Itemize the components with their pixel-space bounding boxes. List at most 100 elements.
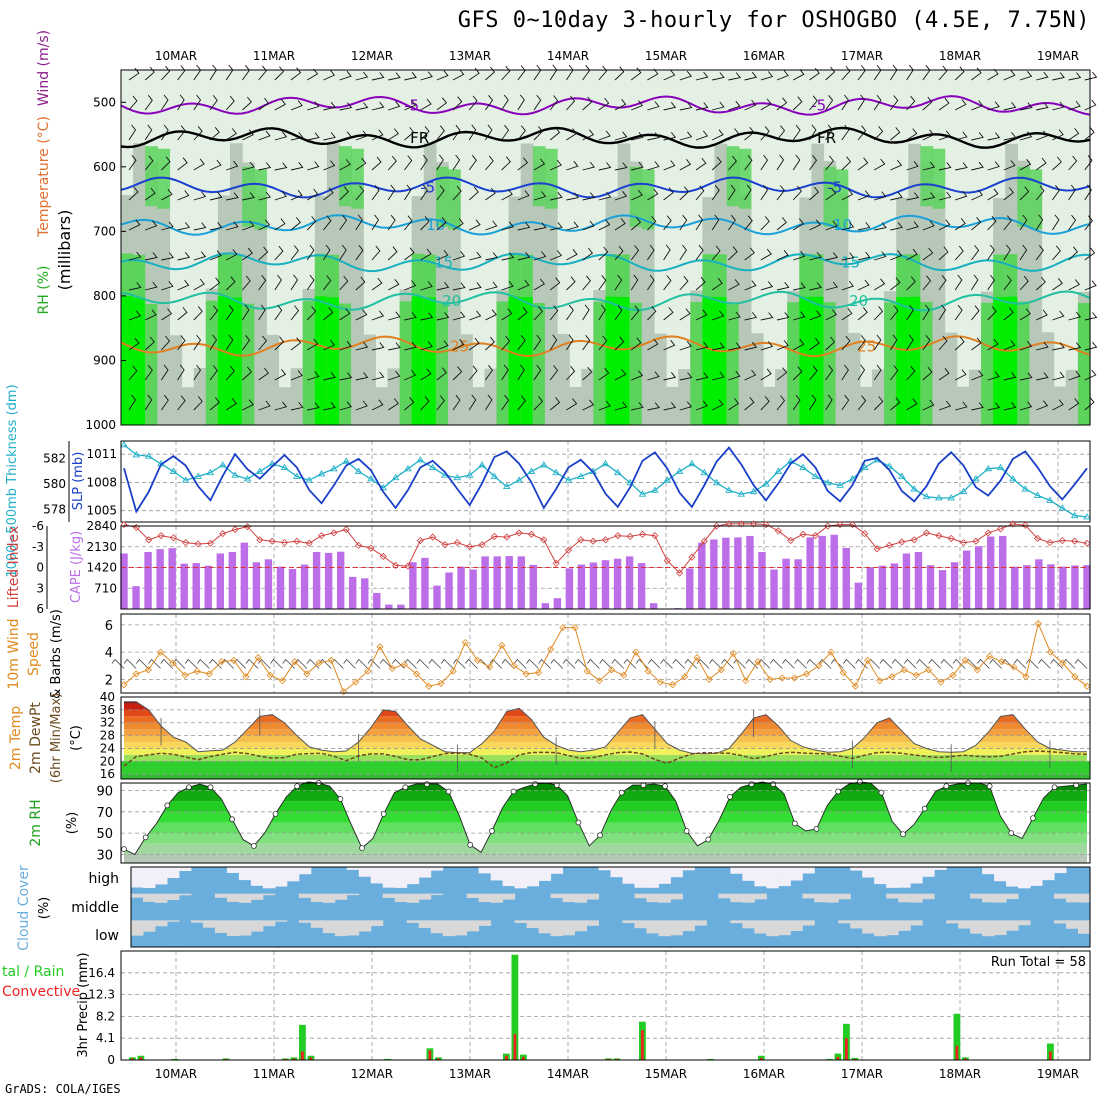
thickness-point — [120, 440, 128, 448]
wind-barb — [274, 99, 286, 111]
wind-barb — [873, 158, 886, 171]
temp-tick: 28 — [100, 729, 115, 743]
lifted-point — [280, 539, 289, 547]
wind-barb-10m — [489, 658, 503, 669]
lifted-point — [861, 530, 869, 538]
wind-barb-10m — [1050, 658, 1063, 669]
rh-shade-mid — [387, 368, 401, 425]
wind-barb — [1068, 72, 1082, 81]
cloud-empty-block — [142, 867, 156, 889]
rh-upper-plume — [920, 146, 934, 207]
wind-barb — [1019, 308, 1031, 321]
cloud-empty-block — [742, 893, 755, 903]
thickness-point — [836, 481, 844, 488]
wind-barb — [695, 102, 709, 111]
thickness-point — [712, 478, 721, 486]
wind-barb — [566, 398, 578, 411]
wind-barb — [614, 218, 626, 231]
wind-barb — [776, 367, 788, 381]
rh-point — [229, 816, 236, 823]
wind-barb — [971, 337, 982, 351]
wind-barb — [274, 218, 286, 231]
rh-axis-title-2: (%) — [65, 812, 80, 835]
rh-line — [123, 781, 1088, 856]
wind-barb — [695, 157, 707, 171]
wind-barb — [452, 311, 466, 321]
cape-bar — [252, 562, 261, 609]
cloud-empty-block — [670, 893, 683, 900]
thickness-point — [1070, 511, 1079, 519]
rh-upper-plume — [448, 169, 461, 230]
wind-barb — [274, 304, 283, 321]
bottom-date-label: 18MAR — [939, 1067, 981, 1081]
wind-barb-10m — [1025, 658, 1039, 669]
precip-convective-bar — [836, 1056, 840, 1060]
pressure-tick: 800 — [93, 289, 116, 303]
wind-barb — [161, 94, 169, 111]
wind-barb — [468, 124, 477, 141]
wind-barb — [874, 222, 887, 231]
rh-shade-mid — [944, 332, 958, 425]
wind-barb-10m — [197, 658, 210, 669]
wind-barb — [663, 402, 677, 411]
rh-shade-mid — [859, 386, 873, 425]
wind-barb — [307, 161, 320, 171]
wind-barb — [485, 124, 493, 141]
cloud-empty-block — [634, 893, 647, 899]
upper-air-legend-2: Wind (m/s) — [36, 30, 52, 106]
rh-point — [727, 794, 733, 800]
wind-barb-10m — [904, 658, 917, 669]
cloud-empty-block — [1042, 867, 1055, 881]
wind-barb — [1068, 370, 1081, 381]
rh-shade-mid — [375, 387, 389, 425]
wind-barb — [420, 216, 430, 231]
wind-barb — [728, 184, 736, 201]
wind-speed-point — [315, 659, 323, 667]
rh-shade-mid — [193, 367, 207, 425]
temp-line — [124, 701, 1087, 755]
temp-tick: 20 — [100, 754, 115, 768]
wind-barb — [1035, 245, 1044, 261]
wind-barb — [647, 274, 655, 291]
rh-tick: 90 — [96, 784, 113, 799]
wind-barb — [679, 102, 693, 111]
wind-barb — [679, 372, 693, 381]
lifted-point — [552, 559, 560, 567]
wind-barb — [954, 336, 965, 351]
precip-convective-bar — [513, 1033, 517, 1060]
rh-shade-green — [496, 301, 510, 425]
rh-shade-green — [629, 302, 643, 425]
wind-barb — [776, 154, 785, 171]
wind-barb-10m — [611, 658, 625, 669]
cloud-empty-block — [730, 893, 743, 903]
bottom-date-label: 15MAR — [645, 1067, 687, 1081]
wind-barb — [841, 124, 850, 141]
wind-barb-10m — [782, 658, 795, 669]
lifted-point — [478, 541, 486, 549]
wind-barb — [161, 394, 169, 411]
cape-bar — [445, 572, 453, 609]
cape-bar — [577, 564, 586, 609]
wind-speed-point — [266, 671, 274, 679]
wind-barb — [954, 99, 967, 111]
wind-barb — [517, 190, 530, 201]
cloud-empty-block — [886, 893, 899, 899]
wind-barb — [355, 214, 363, 231]
wind-barb — [306, 306, 317, 321]
wind-barb-10m — [672, 658, 686, 669]
wind-barb — [760, 154, 769, 171]
wind-barb — [128, 394, 137, 411]
wind-speed-point — [644, 667, 652, 675]
cape-bar — [397, 604, 405, 609]
wind-barb — [906, 248, 918, 261]
wind-barb-10m — [465, 658, 478, 669]
wind-barb — [809, 95, 818, 111]
rh-shade-mid — [557, 333, 570, 425]
wind-barb — [193, 94, 202, 111]
cape-bar — [637, 563, 646, 609]
cloud-empty-block — [922, 893, 935, 900]
lifted-point — [700, 537, 708, 545]
cloud-empty-block — [370, 920, 384, 927]
cloud-empty-block — [346, 893, 360, 896]
wind-speed-point — [985, 652, 994, 660]
